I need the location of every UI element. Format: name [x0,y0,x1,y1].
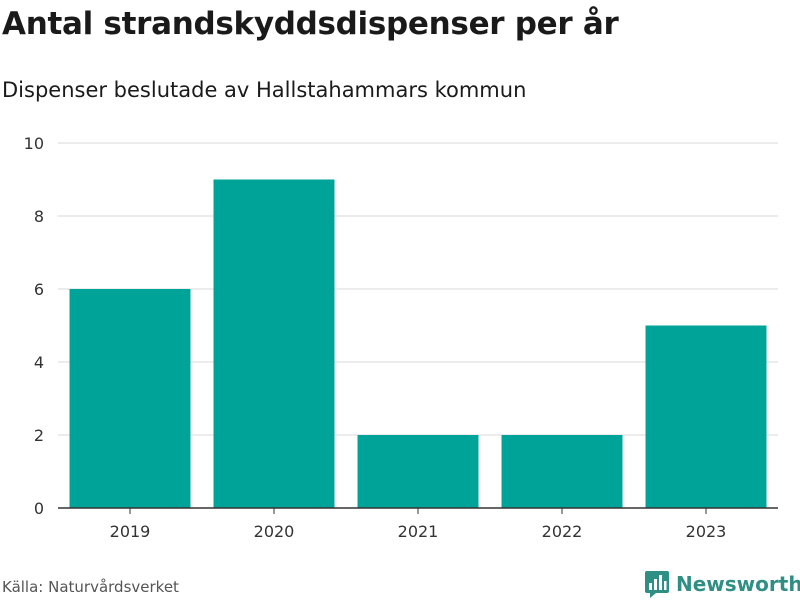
x-tick-label: 2022 [542,522,583,541]
bar-2021 [357,435,479,508]
x-tick-label: 2023 [686,522,727,541]
source-note: Källa: Naturvårdsverket [2,578,179,596]
bar-2022 [501,435,623,508]
newsworthy-logo: Newsworthy [644,568,800,600]
x-tick-label: 2019 [110,522,151,541]
y-tick-label: 10 [24,134,44,153]
bar-chart: 0 2 4 6 8 10 2019 2020 2021 2022 2023 [24,134,778,541]
y-tick-label: 8 [34,207,44,226]
x-tick-label: 2021 [398,522,439,541]
y-tick-label: 4 [34,353,44,372]
chart-subtitle: Dispenser beslutade av Hallstahammars ko… [2,78,527,102]
chart-title: Antal strandskyddsdispenser per år [2,6,619,42]
y-tick-label: 2 [34,426,44,445]
bar-2023 [645,325,767,508]
brand-name: Newsworthy [676,572,800,596]
x-tick-label: 2020 [254,522,295,541]
bar-2020 [213,179,335,508]
bar-2019 [69,289,191,508]
y-tick-label: 0 [34,499,44,518]
newsworthy-chart-icon [645,571,669,598]
y-tick-label: 6 [34,280,44,299]
